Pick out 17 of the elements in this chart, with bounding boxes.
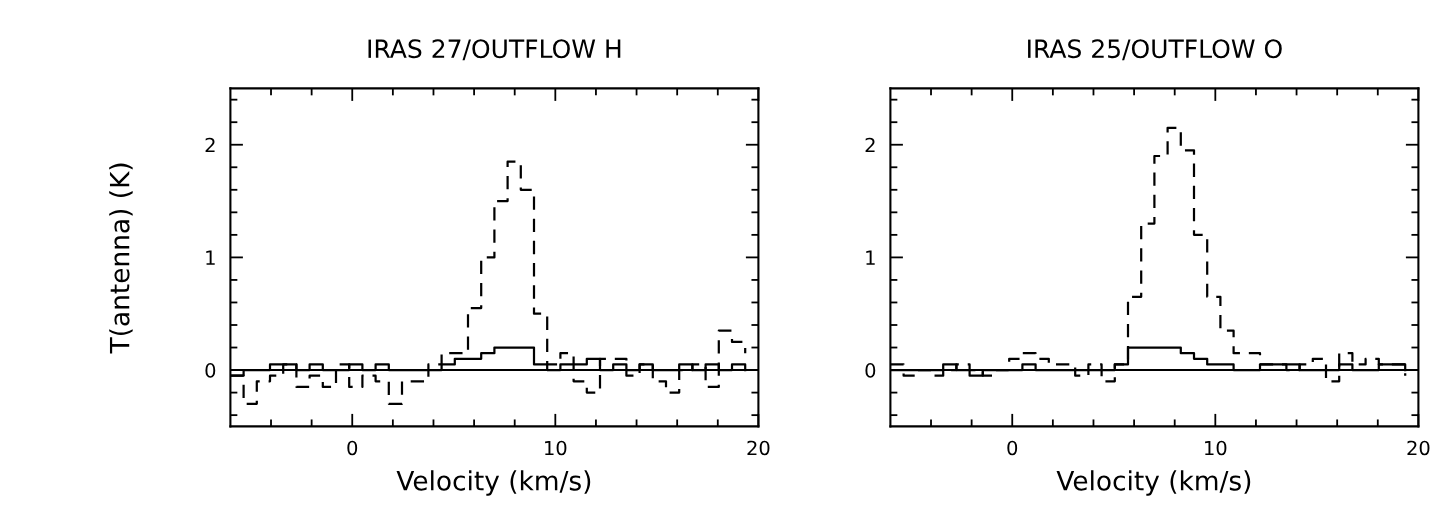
x-tick-label: 20 (1407, 440, 1430, 456)
y-tick-label: 0 (205, 363, 216, 378)
x-tick-label: 0 (1007, 440, 1018, 456)
x-tick-label: 10 (1205, 440, 1227, 456)
y-tick-label: 2 (205, 137, 215, 153)
x-tick-label: 0 (347, 440, 358, 456)
x-axis-title: Velocity (km/s) (1056, 470, 1251, 496)
y-tick-label: 2 (865, 137, 875, 153)
y-tick-label: 1 (866, 250, 875, 265)
y-axis-title: T(antenna) (K) (109, 163, 133, 354)
x-tick-label: 20 (747, 440, 770, 456)
y-tick-label: 0 (865, 363, 876, 378)
x-tick-label: 10 (545, 440, 567, 456)
y-tick-label: 1 (206, 250, 215, 265)
x-axis-title: Velocity (km/s) (396, 470, 591, 496)
chart-title: IRAS 27/OUTFLOW H (368, 39, 621, 61)
chart-title: IRAS 25/OUTFLOW O (1028, 39, 1282, 61)
